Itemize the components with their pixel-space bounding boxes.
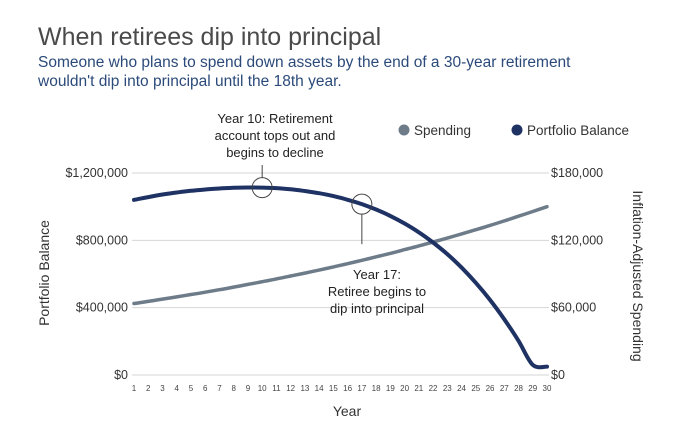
right-tick-label: $60,000 xyxy=(551,301,596,315)
x-tick-label: 21 xyxy=(414,384,423,393)
x-axis-ticks: 1 2 3 4 5 6 7 8 9 10 11 12 13 14 15 16 17 18 19 20 21 22 23 24 2… xyxy=(132,384,552,393)
x-tick-label: 20 xyxy=(400,384,409,393)
x-tick-label: 10 xyxy=(258,384,267,393)
annotations: Year 10: Retirement account tops out and b… xyxy=(215,111,426,316)
annotation-text: Year 10: Retirement xyxy=(217,111,333,126)
legend-swatch xyxy=(511,124,523,136)
annotation-text: begins to decline xyxy=(226,145,324,160)
chart-subtitle-line-2: wouldn't dip into principal until the 18… xyxy=(37,73,342,90)
annotation-text: Year 17: xyxy=(353,267,401,282)
annotation-text: account tops out and xyxy=(215,128,336,143)
x-tick-label: 25 xyxy=(471,384,480,393)
left-tick-label: $800,000 xyxy=(76,233,128,247)
x-tick-label: 18 xyxy=(372,384,381,393)
x-tick-label: 29 xyxy=(528,384,537,393)
x-tick-label: 1 xyxy=(132,384,137,393)
x-tick-label: 23 xyxy=(443,384,452,393)
spending-line xyxy=(132,204,549,306)
legend-swatch xyxy=(398,124,410,136)
series-lines xyxy=(132,185,549,370)
annotation-text: dip into principal xyxy=(330,301,424,316)
x-tick-label: 6 xyxy=(203,384,208,393)
x-tick-label: 27 xyxy=(500,384,509,393)
legend-label: Portfolio Balance xyxy=(527,123,629,138)
x-tick-label: 14 xyxy=(315,384,324,393)
x-tick-label: 4 xyxy=(174,384,179,393)
x-tick-label: 7 xyxy=(217,384,222,393)
gridlines xyxy=(132,172,549,376)
x-tick-label: 19 xyxy=(386,384,395,393)
x-tick-label: 17 xyxy=(357,384,366,393)
left-tick-label: $400,000 xyxy=(76,301,128,315)
x-tick-label: 3 xyxy=(160,384,165,393)
chart-subtitle-line-1: Someone who plans to spend down assets b… xyxy=(38,54,571,71)
left-tick-label: $1,200,000 xyxy=(65,166,128,180)
right-axis-ticks: $0 $60,000 $120,000 $180,000 xyxy=(551,166,603,382)
x-tick-label: 15 xyxy=(329,384,338,393)
annotation-text: Retiree begins to xyxy=(328,284,426,299)
left-axis-ticks: $0 $400,000 $800,000 $1,200,000 xyxy=(65,166,128,382)
x-tick-label: 22 xyxy=(429,384,438,393)
x-tick-label: 24 xyxy=(457,384,466,393)
x-tick-label: 13 xyxy=(300,384,309,393)
x-axis-label: Year xyxy=(333,403,362,419)
x-tick-label: 5 xyxy=(189,384,194,393)
x-tick-label: 9 xyxy=(246,384,251,393)
right-tick-label: $0 xyxy=(551,368,565,382)
legend: Spending Portfolio Balance xyxy=(398,123,629,138)
legend-label: Spending xyxy=(414,123,471,138)
x-tick-label: 28 xyxy=(514,384,523,393)
right-axis-label: Inflation-Adjusted Spending xyxy=(630,190,646,361)
left-tick-label: $0 xyxy=(114,368,128,382)
right-tick-label: $120,000 xyxy=(551,233,603,247)
portfolio-balance-line xyxy=(132,185,549,370)
chart-title: When retirees dip into principal xyxy=(38,23,381,51)
x-tick-label: 2 xyxy=(146,384,151,393)
x-tick-label: 16 xyxy=(343,384,352,393)
x-tick-label: 12 xyxy=(286,384,295,393)
x-tick-label: 30 xyxy=(543,384,552,393)
left-axis-label: Portfolio Balance xyxy=(36,220,52,326)
x-tick-label: 26 xyxy=(486,384,495,393)
x-tick-label: 11 xyxy=(272,384,281,393)
right-tick-label: $180,000 xyxy=(551,166,603,180)
x-tick-label: 8 xyxy=(231,384,236,393)
